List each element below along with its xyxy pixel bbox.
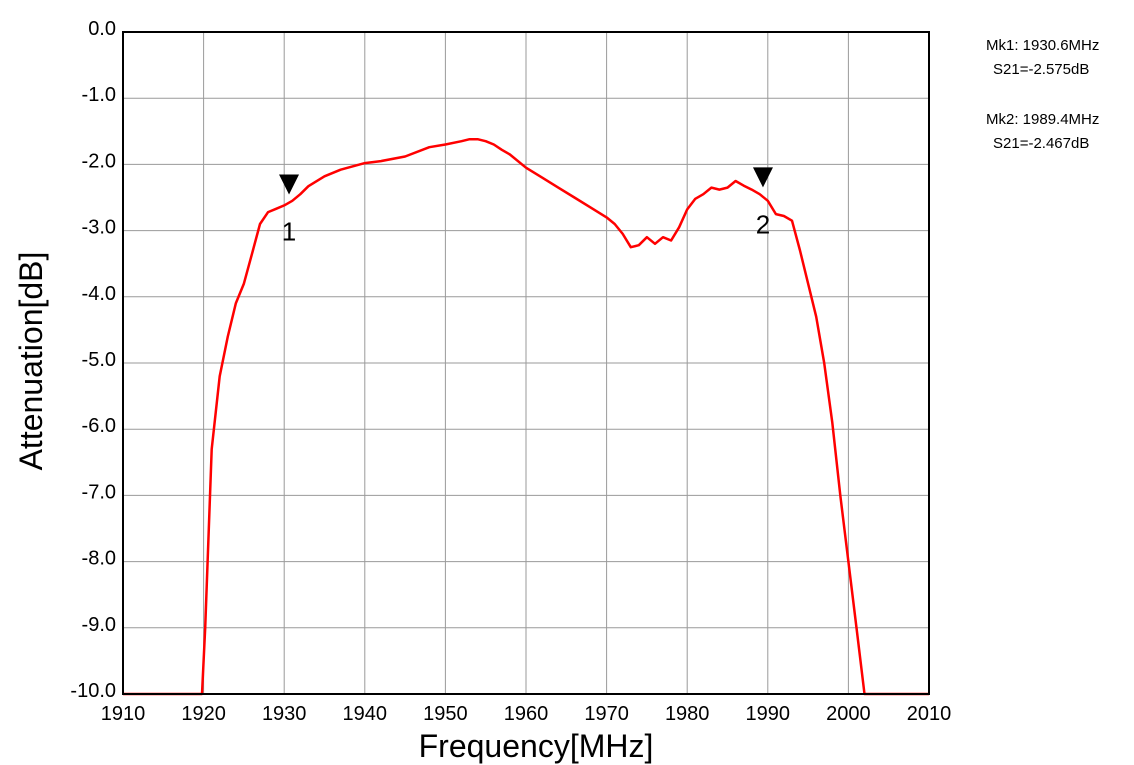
y-tick-label: -4.0 bbox=[82, 283, 116, 305]
marker-1-label: 1 bbox=[282, 216, 296, 246]
x-tick-label: 2000 bbox=[826, 703, 871, 725]
mk2-s21-readout: S21=-2.467dB bbox=[993, 135, 1089, 152]
y-tick-label: -1.0 bbox=[82, 84, 116, 106]
y-tick-label: -5.0 bbox=[82, 349, 116, 371]
x-tick-label: 1990 bbox=[746, 703, 791, 725]
y-tick-label: -6.0 bbox=[82, 415, 116, 437]
y-tick-label: -8.0 bbox=[82, 548, 116, 570]
y-tick-label: -7.0 bbox=[82, 481, 116, 503]
x-tick-label: 1950 bbox=[423, 703, 468, 725]
x-tick-label: 1920 bbox=[181, 703, 226, 725]
y-tick-labels: 0.0 -1.0 -2.0 -3.0 -4.0 -5.0 -6.0 -7.0 -8.0 -9.0 -… bbox=[70, 18, 116, 702]
marker-2-label: 2 bbox=[756, 209, 770, 239]
y-tick-label: -10.0 bbox=[70, 680, 116, 702]
marker-2-triangle bbox=[752, 167, 773, 188]
x-axis-title: Frequency[MHz] bbox=[419, 728, 654, 764]
marker-readouts: Mk1: 1930.6MHz S21=-2.575dB Mk2: 1989.4M… bbox=[986, 37, 1099, 152]
y-tick-label: 0.0 bbox=[88, 18, 116, 40]
x-tick-label: 1940 bbox=[343, 703, 388, 725]
mk2-frequency-readout: Mk2: 1989.4MHz bbox=[986, 111, 1099, 128]
y-tick-label: -3.0 bbox=[82, 217, 116, 239]
mk1-s21-readout: S21=-2.575dB bbox=[993, 61, 1089, 78]
x-tick-label: 2010 bbox=[907, 703, 952, 725]
plot-frame bbox=[122, 31, 930, 695]
x-tick-labels: 1910 1920 1930 1940 1950 1960 1970 1980 1990 2000… bbox=[101, 703, 952, 725]
x-tick-label: 1970 bbox=[584, 703, 629, 725]
y-tick-label: -2.0 bbox=[82, 150, 116, 172]
grid bbox=[122, 31, 930, 695]
x-tick-label: 1960 bbox=[504, 703, 549, 725]
y-axis-title: Attenuation[dB] bbox=[13, 252, 49, 471]
s21-trace-line bbox=[123, 137, 929, 696]
mk1-frequency-readout: Mk1: 1930.6MHz bbox=[986, 37, 1099, 54]
marker-1-triangle bbox=[279, 174, 300, 195]
x-tick-label: 1980 bbox=[665, 703, 710, 725]
x-tick-label: 1930 bbox=[262, 703, 307, 725]
x-tick-label: 1910 bbox=[101, 703, 146, 725]
y-tick-label: -9.0 bbox=[82, 614, 116, 636]
